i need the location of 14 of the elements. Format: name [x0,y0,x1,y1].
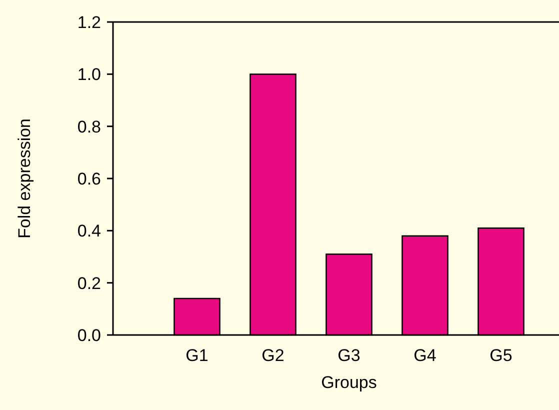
x-axis-title: Groups [321,373,377,392]
y-tick-label: 0.0 [77,326,101,345]
x-tick-label: G1 [186,346,208,365]
y-tick-label: 0.6 [77,169,101,188]
y-tick-label: 1.0 [77,65,101,84]
y-axis-title: Fold expression [15,118,34,239]
y-tick-label: 0.2 [77,274,101,293]
x-tick-label: G5 [490,346,512,365]
y-tick-label: 1.2 [77,12,101,32]
x-tick-label: G3 [338,346,360,365]
y-tick-label: 0.4 [77,222,101,241]
x-tick-label: G4 [414,346,436,365]
x-tick-label: G2 [262,346,284,365]
y-tick-label: 0.8 [77,117,101,136]
